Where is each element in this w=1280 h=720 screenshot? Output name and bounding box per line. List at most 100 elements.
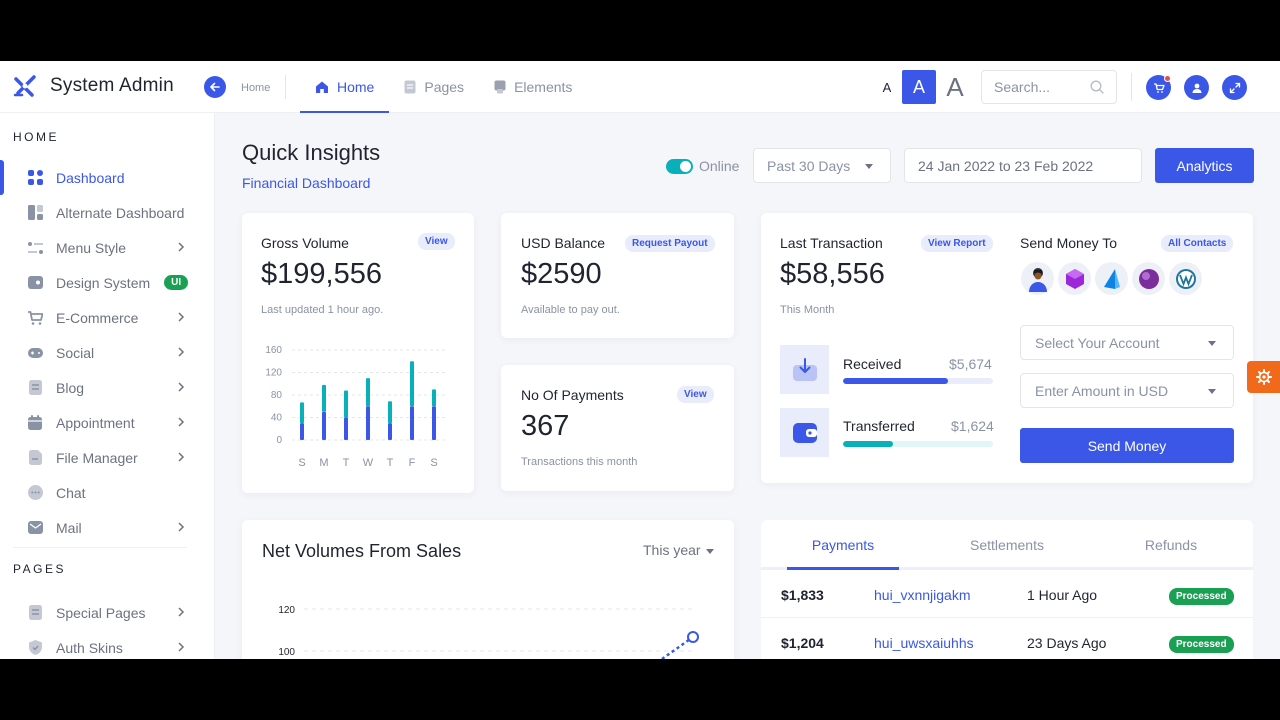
date-range-input[interactable]: 24 Jan 2022 to 23 Feb 2022 [904, 148, 1142, 183]
sidebar-item-alternate-dashboard[interactable]: Alternate Dashboard [0, 195, 214, 230]
table-row[interactable]: $1,833 hui_vxnnjigakm 1 Hour Ago Process… [761, 570, 1253, 618]
chevron-right-icon [178, 347, 185, 357]
notification-dot [1164, 75, 1171, 82]
app-screen: System Admin Home Home Pages Elements A … [0, 61, 1280, 659]
elements-icon [494, 80, 506, 94]
person-avatar-icon[interactable] [1021, 262, 1054, 295]
breadcrumb[interactable]: Home [241, 82, 271, 94]
payment-id-link[interactable]: hui_uwsxaiuhhs [874, 635, 974, 651]
chevron-right-icon [178, 607, 185, 617]
sidebar-item-mail[interactable]: Mail [0, 510, 214, 545]
payment-time: 1 Hour Ago [1027, 587, 1098, 603]
transferred-progress [843, 441, 993, 447]
tab-refunds[interactable]: Refunds [1144, 537, 1198, 553]
pyramid-icon[interactable] [1095, 262, 1128, 295]
online-toggle[interactable] [666, 159, 693, 174]
year-filter[interactable]: This year [643, 542, 714, 558]
sidebar-item-special-pages[interactable]: Special Pages [0, 595, 214, 630]
sidebar-item-dashboard[interactable]: Dashboard [0, 160, 214, 195]
search-icon[interactable] [1090, 80, 1104, 94]
sidebar-item-ecommerce[interactable]: E-Commerce [0, 300, 214, 335]
tab-payments[interactable]: Payments [761, 521, 925, 570]
font-size-medium[interactable]: A [902, 70, 936, 104]
y-tick-label: 0 [276, 435, 282, 446]
settings-gear-button[interactable] [1247, 361, 1280, 393]
view-report-pill[interactable]: View Report [921, 235, 993, 252]
amount-select[interactable]: Enter Amount in USD [1020, 373, 1234, 408]
send-money-button[interactable]: Send Money [1020, 428, 1234, 463]
sidebar-item-menu-style[interactable]: Menu Style [0, 230, 214, 265]
request-payout-pill[interactable]: Request Payout [625, 235, 715, 252]
sidebar-item-blog[interactable]: Blog [0, 370, 214, 405]
profile-button[interactable] [1184, 75, 1209, 100]
page-subtitle[interactable]: Financial Dashboard [242, 175, 371, 191]
sidebar-item-label: Mail [56, 519, 82, 536]
nav-elements[interactable]: Elements [479, 61, 587, 113]
nav-home[interactable]: Home [300, 61, 390, 113]
payment-id-link[interactable]: hui_vxnnjigakm [874, 587, 971, 603]
sidebar-item-label: Blog [56, 379, 85, 396]
page-title: Quick Insights [242, 140, 381, 165]
gem-icon[interactable] [1058, 262, 1091, 295]
all-contacts-pill[interactable]: All Contacts [1161, 235, 1234, 252]
chevron-right-icon [178, 452, 185, 462]
data-point [687, 631, 699, 643]
sidebar-item-label: Alternate Dashboard [56, 204, 185, 221]
document-icon [404, 80, 416, 94]
account-select[interactable]: Select Your Account [1020, 325, 1234, 360]
tab-settlements[interactable]: Settlements [970, 537, 1044, 553]
bar-segment [410, 361, 414, 407]
gamepad-icon [27, 345, 43, 361]
y-tick-label: 40 [271, 413, 283, 424]
payments-count-card: No Of Payments View 367 Transactions thi… [501, 365, 734, 491]
cart-button[interactable] [1146, 75, 1171, 100]
header-divider-right [1131, 73, 1132, 101]
sidebar-heading-home: HOME [13, 130, 59, 144]
sidebar-item-label: E-Commerce [56, 309, 139, 326]
net-volumes-card [242, 520, 734, 659]
gear-icon [1255, 369, 1272, 385]
net-volumes-line-chart: 100 120 [278, 605, 699, 659]
period-value: Past 30 Days [767, 158, 851, 174]
received-value: $5,674 [949, 356, 992, 372]
bar-segment [366, 378, 370, 407]
grid-icon [27, 170, 43, 186]
status-badge: Processed [1169, 588, 1234, 605]
card-note: Last updated 1 hour ago. [261, 304, 384, 316]
x-tick-label: F [409, 457, 416, 469]
chevron-right-icon [178, 417, 185, 427]
home-icon [316, 81, 328, 93]
status-badge: Processed [1169, 636, 1234, 653]
font-size-large[interactable]: A [946, 71, 964, 102]
ui-badge: UI [164, 275, 189, 290]
sidebar-item-auth-skins[interactable]: Auth Skins [0, 630, 214, 659]
contact-avatars [1021, 262, 1202, 295]
amount-placeholder: Enter Amount in USD [1035, 383, 1169, 399]
font-size-small[interactable]: A [882, 79, 892, 95]
sidebar-item-appointment[interactable]: Appointment [0, 405, 214, 440]
table-row[interactable]: $1,204 hui_uwsxaiuhhs 23 Days Ago Proces… [761, 618, 1253, 659]
sidebar-item-design-system[interactable]: Design System UI [0, 265, 214, 300]
search-input[interactable] [994, 79, 1084, 95]
view-pill[interactable]: View [418, 233, 455, 250]
back-arrow-icon[interactable] [204, 76, 226, 98]
payments-count-value: 367 [521, 410, 570, 442]
calendar-icon [27, 415, 43, 431]
brand[interactable]: System Admin [12, 73, 174, 99]
sidebar-item-social[interactable]: Social [0, 335, 214, 370]
view-pill[interactable]: View [677, 386, 714, 403]
nav-pages[interactable]: Pages [389, 61, 479, 113]
header-divider [285, 75, 286, 99]
sidebar-item-chat[interactable]: Chat [0, 475, 214, 510]
x-tick-label: W [363, 457, 374, 469]
period-select[interactable]: Past 30 Days [753, 148, 891, 183]
analytics-button[interactable]: Analytics [1155, 148, 1254, 183]
top-bar: System Admin Home Home Pages Elements A … [0, 61, 1280, 113]
last-transaction-value: $58,556 [780, 258, 885, 290]
fullscreen-button[interactable] [1222, 75, 1247, 100]
wordpress-icon[interactable] [1169, 262, 1202, 295]
sphere-icon[interactable] [1132, 262, 1165, 295]
bar-segment [432, 406, 436, 440]
sidebar-item-file-manager[interactable]: File Manager [0, 440, 214, 475]
sidebar-item-label: Design System [56, 274, 151, 291]
